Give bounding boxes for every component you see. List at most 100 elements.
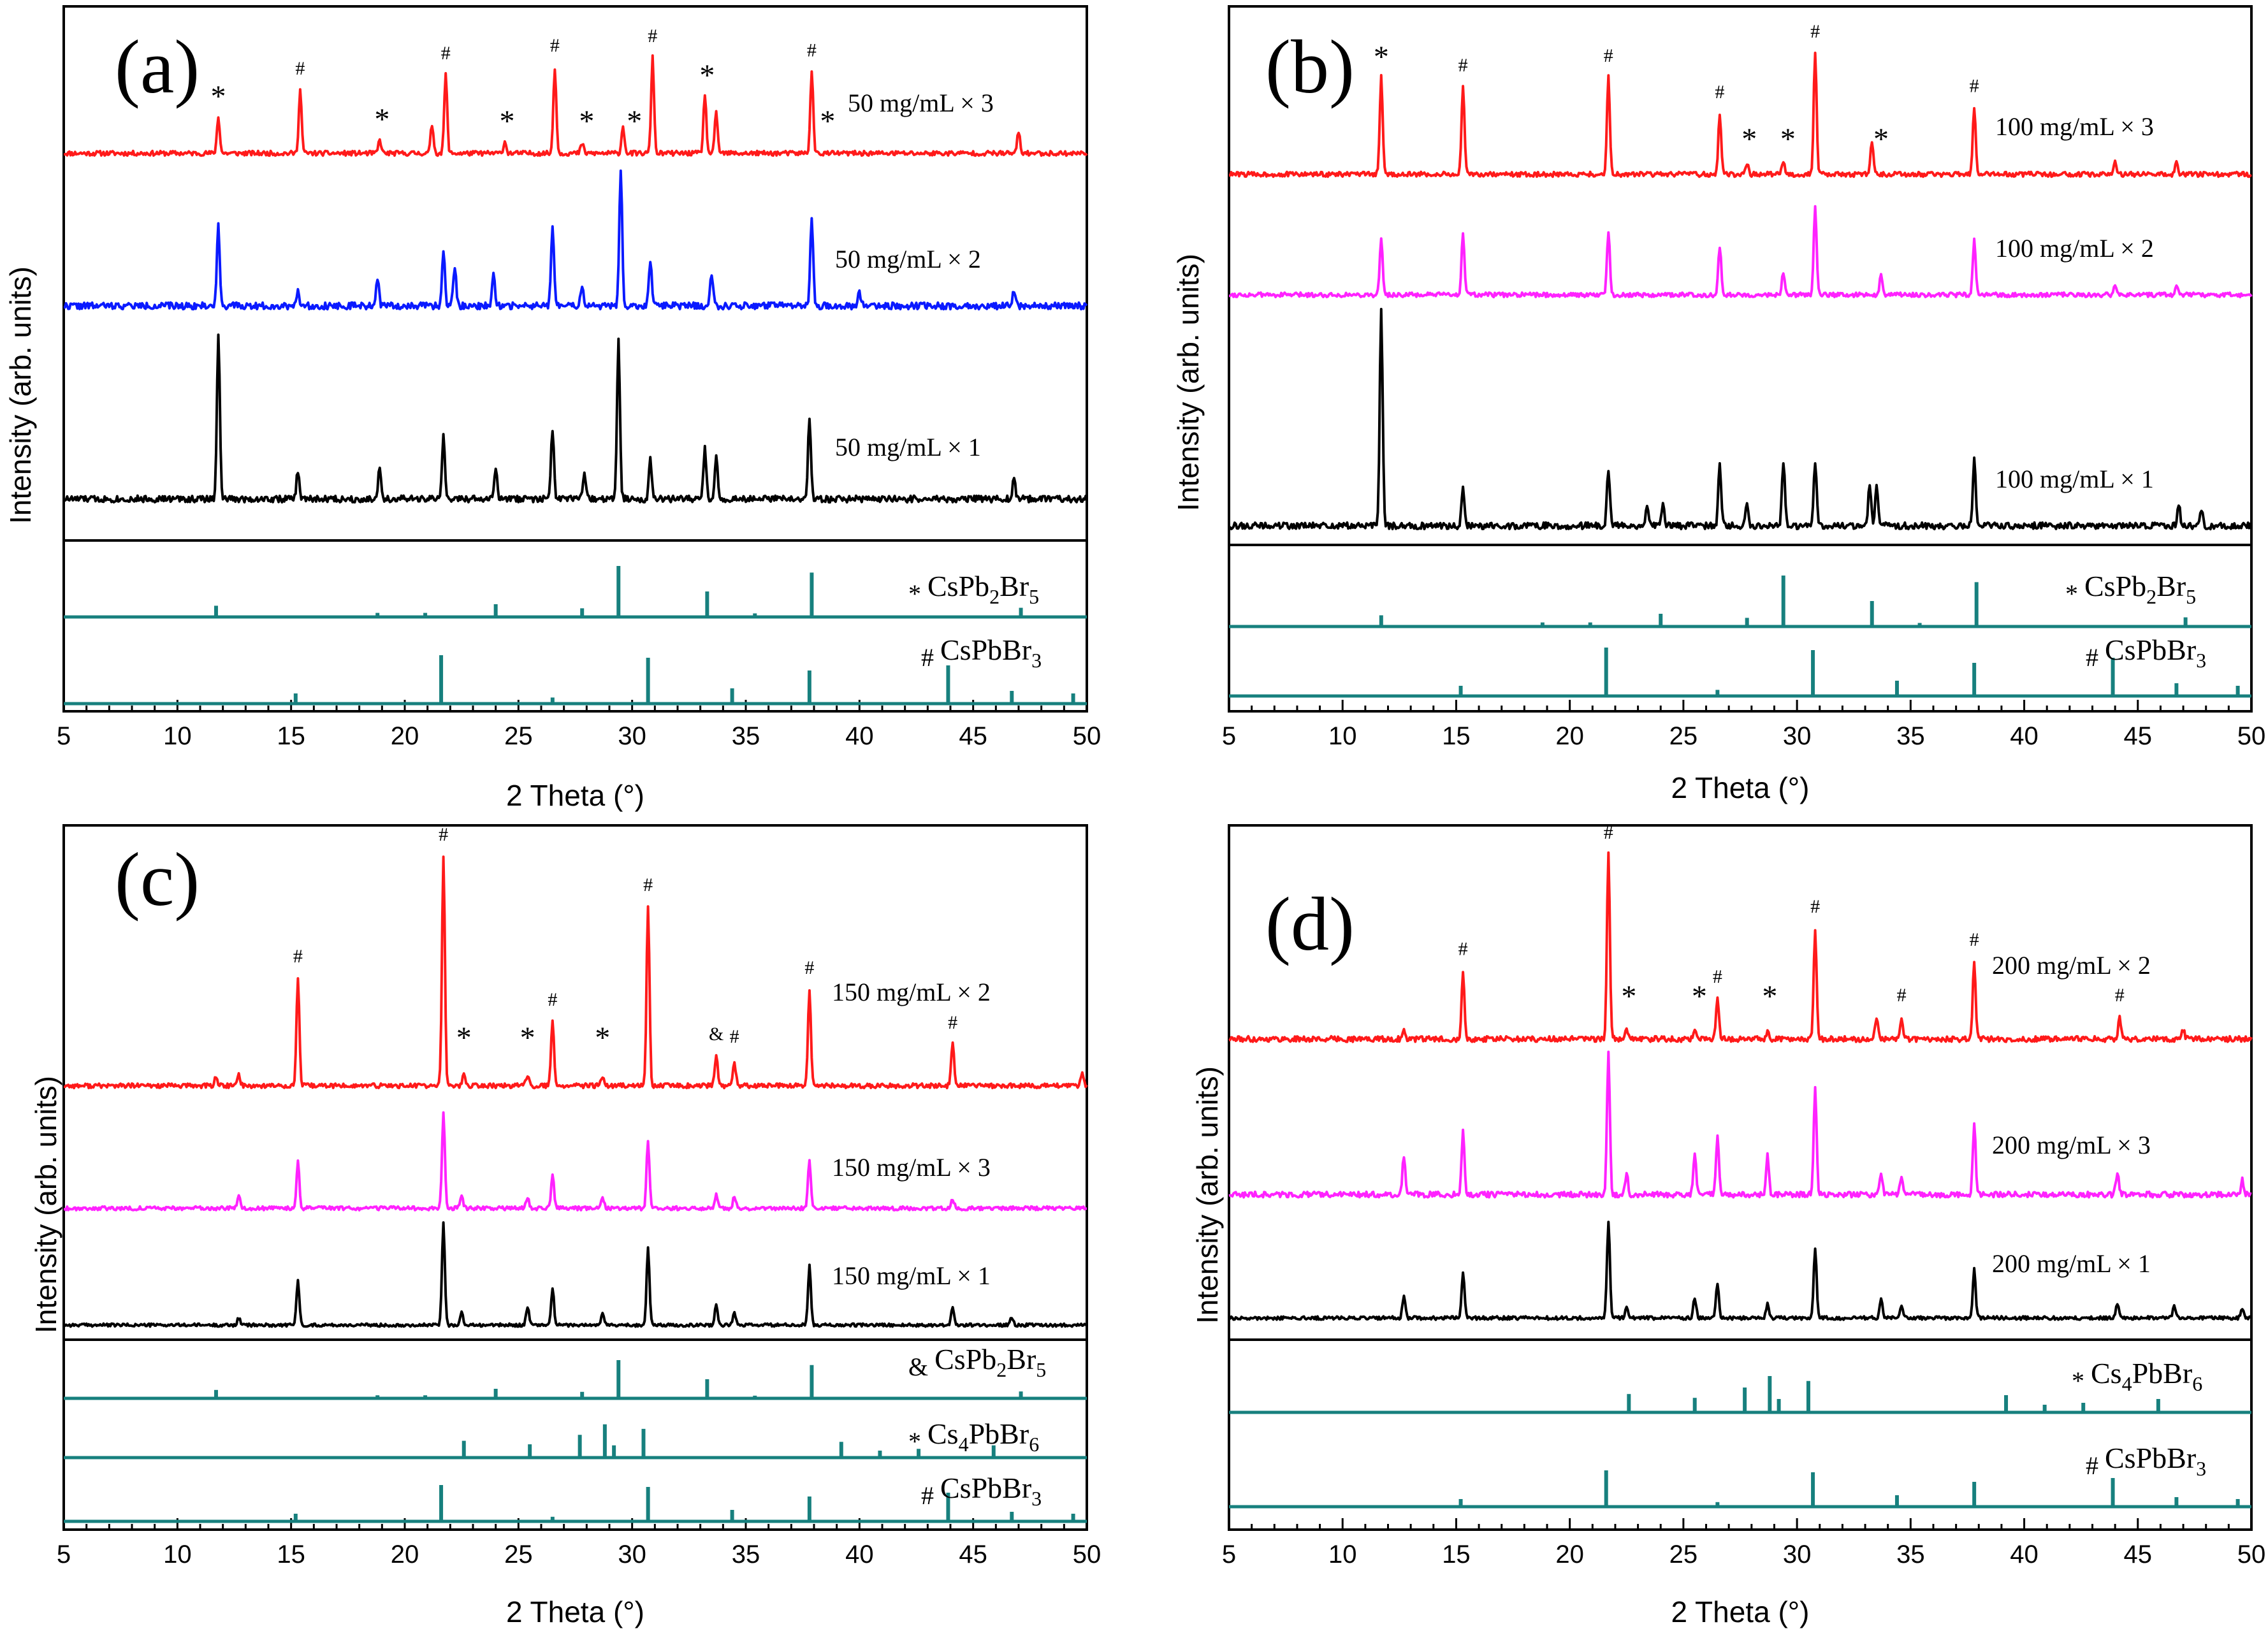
series-label: 200 mg/mL × 2 <box>1992 951 2151 980</box>
plot-frame <box>1228 824 2253 1531</box>
peak-marker: * <box>374 103 389 136</box>
x-tick-label: 15 <box>277 1540 305 1569</box>
x-tick-label: 20 <box>391 722 419 750</box>
x-tick-label: 45 <box>2124 1540 2153 1569</box>
x-tick-label: 5 <box>1222 1540 1236 1569</box>
xrd-trace <box>63 1111 1087 1212</box>
panel-d: 5 10 15 20 25 30 35 40 45 50 2 Theta (°) Intensity … <box>1191 822 2265 1628</box>
peak-marker: * <box>1873 122 1889 156</box>
peak-marker: * <box>1762 980 1777 1013</box>
xrd-trace <box>63 855 1088 1090</box>
peak-marker: # <box>807 40 817 61</box>
peak-marker: * <box>1621 980 1636 1013</box>
panel-label: (a) <box>115 24 200 109</box>
reference-label: * CsPb2Br5 <box>2065 570 2196 608</box>
peak-marker: # <box>1458 939 1468 960</box>
series-label: 50 mg/mL × 1 <box>835 433 981 461</box>
peak-marker: # <box>1715 82 1724 103</box>
x-tick-label: 10 <box>163 1540 192 1569</box>
x-tick-label: 10 <box>1328 722 1357 750</box>
peak-marker: # <box>948 1012 957 1033</box>
x-tick-label: 45 <box>2124 722 2153 750</box>
y-axis-title: Intensity (arb. units) <box>1191 1066 1224 1324</box>
x-tick-label: 25 <box>504 1540 533 1569</box>
peak-marker: # <box>293 946 303 967</box>
series-label: 200 mg/mL × 1 <box>1992 1249 2151 1278</box>
peak-marker: # <box>1458 55 1468 76</box>
peak-marker: # <box>648 25 657 47</box>
xrd-trace <box>1228 1050 2252 1199</box>
xrd-trace <box>1228 308 2252 531</box>
x-tick-label: 20 <box>1555 722 1584 750</box>
x-tick-label: 45 <box>959 722 987 750</box>
x-tick-label: 30 <box>618 722 646 750</box>
x-tick-label: 20 <box>1555 1540 1584 1569</box>
series-label: 100 mg/mL × 2 <box>1995 234 2154 263</box>
peak-marker: # <box>441 43 451 64</box>
peak-marker: * <box>1374 40 1389 74</box>
peak-marker: * <box>699 59 715 92</box>
plot-frame <box>62 5 1088 713</box>
reference-label: * Cs4PbBr6 <box>908 1417 1039 1456</box>
x-tick-label: 5 <box>57 722 71 750</box>
x-tick-label: 45 <box>959 1540 987 1569</box>
x-tick-label: 35 <box>732 722 760 750</box>
peak-marker: # <box>1604 45 1613 66</box>
xrd-trace <box>1228 1221 2253 1321</box>
series-label: 50 mg/mL × 2 <box>835 245 981 273</box>
peak-marker: * <box>1692 980 1707 1013</box>
xrd-trace <box>1228 851 2253 1043</box>
plot-frame <box>1228 5 2253 713</box>
y-axis-title: Intensity (arb. units) <box>29 1076 62 1333</box>
peak-marker: * <box>520 1021 535 1055</box>
series-label: 200 mg/mL × 3 <box>1992 1131 2151 1159</box>
peak-marker: * <box>500 105 515 138</box>
x-tick-label: 15 <box>1442 1540 1471 1569</box>
peak-marker: # <box>1897 985 1907 1006</box>
xrd-trace <box>63 54 1088 157</box>
series-label: 100 mg/mL × 1 <box>1995 465 2154 493</box>
reference-label: # CsPbBr3 <box>921 634 1042 672</box>
x-tick-label: 40 <box>2010 722 2039 750</box>
peak-marker: * <box>1741 122 1757 156</box>
series-label: 50 mg/mL × 3 <box>848 89 994 117</box>
reference-label: * Cs4PbBr6 <box>2072 1357 2202 1395</box>
series-label: 150 mg/mL × 3 <box>832 1153 991 1182</box>
peak-marker: & <box>709 1024 723 1045</box>
x-tick-label: 15 <box>1442 722 1471 750</box>
peak-marker: # <box>804 957 814 978</box>
peak-marker: # <box>2115 985 2125 1006</box>
peak-marker: # <box>1810 21 1820 42</box>
panel-c: 5 10 15 20 25 30 35 40 45 50 2 Theta (°) Intensity … <box>29 824 1101 1628</box>
panel-label: (c) <box>115 837 200 922</box>
x-tick-label: 25 <box>504 722 533 750</box>
peak-marker: # <box>550 35 560 56</box>
x-tick-label: 40 <box>845 722 874 750</box>
x-tick-label: 25 <box>1669 1540 1698 1569</box>
xrd-trace <box>1228 52 2252 178</box>
peak-marker: # <box>1970 76 1979 97</box>
panel-label: (b) <box>1265 24 1355 109</box>
peak-marker: # <box>1810 896 1820 917</box>
x-tick-label: 50 <box>2237 722 2266 750</box>
y-axis-title: Intensity (arb. units) <box>4 266 37 524</box>
peak-marker: * <box>211 80 226 113</box>
peak-marker: # <box>1713 966 1722 987</box>
x-tick-label: 40 <box>845 1540 874 1569</box>
peak-marker: # <box>548 989 557 1010</box>
peak-marker: * <box>579 105 594 138</box>
plot-frame <box>62 824 1088 1531</box>
peak-marker: # <box>295 58 305 79</box>
x-tick-label: 10 <box>1328 1540 1357 1569</box>
xrd-trace <box>1228 205 2253 299</box>
peak-marker: # <box>439 824 448 845</box>
x-tick-label: 30 <box>1783 1540 1812 1569</box>
peak-marker: # <box>1604 822 1613 843</box>
x-tick-label: 15 <box>277 722 305 750</box>
panel-label: (d) <box>1265 881 1355 966</box>
series-label: 150 mg/mL × 2 <box>832 978 991 1006</box>
x-axis-title: 2 Theta (°) <box>506 779 644 812</box>
x-axis-title: 2 Theta (°) <box>1671 1595 1810 1628</box>
series-label: 100 mg/mL × 3 <box>1995 112 2154 141</box>
xrd-trace <box>63 169 1088 311</box>
